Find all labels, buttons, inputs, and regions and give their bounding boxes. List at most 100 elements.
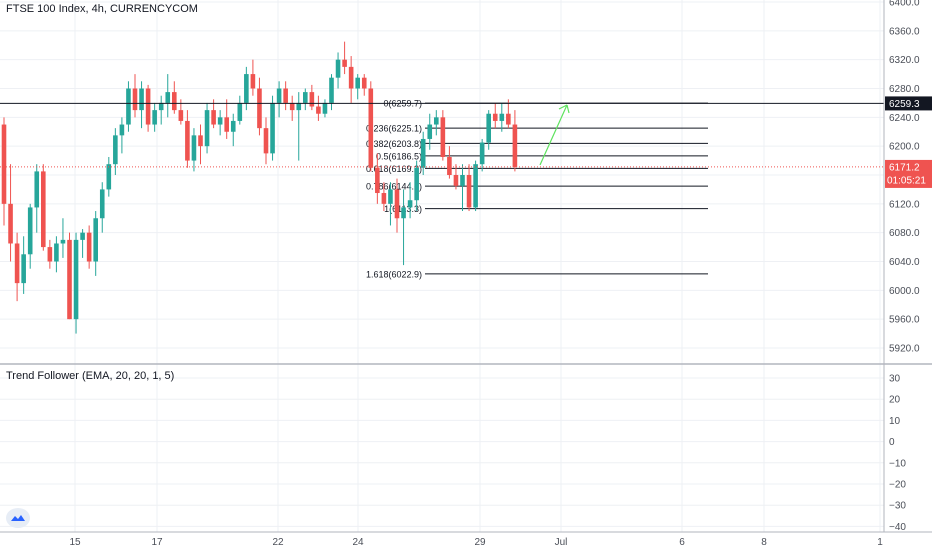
candle-body — [276, 88, 282, 103]
tradingview-logo-icon[interactable] — [6, 508, 30, 528]
candle — [506, 99, 511, 129]
indicator-tick-label: −40 — [889, 522, 906, 533]
candle — [460, 164, 465, 212]
candle-body — [512, 124, 518, 168]
candle-body — [316, 106, 321, 114]
candle — [172, 81, 177, 114]
candle — [198, 124, 203, 165]
candle — [270, 95, 275, 161]
candle — [316, 95, 321, 121]
candle — [257, 77, 262, 136]
candle-body — [453, 175, 459, 186]
chart-title[interactable]: FTSE 100 Index, 4h, CURRENCYCOM — [6, 3, 198, 15]
candle — [237, 95, 243, 125]
candle — [158, 95, 164, 125]
candle-body — [21, 254, 26, 284]
price-tick-label: 6280.0 — [889, 84, 920, 95]
candle-body — [67, 239, 72, 320]
candle — [375, 153, 380, 204]
indicator-tick-label: −10 — [889, 458, 906, 469]
candle — [499, 102, 505, 132]
candle — [67, 232, 72, 320]
candle-body — [434, 117, 439, 125]
candle — [99, 182, 105, 233]
candle-body — [132, 88, 138, 111]
price-tick-label: 6320.0 — [889, 55, 920, 66]
candle-body — [244, 74, 249, 103]
candle — [93, 211, 98, 276]
candle — [152, 102, 157, 132]
candle-body — [230, 120, 236, 132]
candle-body — [486, 113, 491, 143]
candle — [329, 74, 334, 111]
price-tick-label: 6200.0 — [889, 142, 920, 153]
candle — [14, 232, 20, 302]
candle-body — [506, 113, 511, 125]
time-tick-label: 1 — [877, 537, 883, 548]
candle-body — [185, 120, 190, 161]
candle-body — [257, 88, 262, 129]
indicator-tick-label: 30 — [889, 374, 901, 385]
time-axis[interactable]: 15 17 22 24 29 Jul 6 8 1 — [69, 537, 883, 548]
candle-body — [41, 171, 46, 248]
candle-body — [348, 66, 354, 89]
candle-body — [329, 77, 334, 103]
time-tick-label: 17 — [151, 537, 163, 548]
candle — [466, 164, 472, 212]
candle-body — [388, 189, 393, 204]
candle — [420, 131, 426, 175]
time-tick-label: Jul — [555, 537, 568, 548]
candle — [244, 66, 249, 111]
indicator-tick-label: 10 — [889, 416, 901, 427]
candle-body — [1, 124, 7, 204]
candle-body — [296, 102, 302, 111]
candle — [289, 95, 295, 121]
candle-body — [8, 203, 13, 244]
candle — [414, 160, 419, 212]
candle — [41, 164, 46, 251]
price-tick-label: 6120.0 — [889, 199, 920, 210]
candle — [427, 113, 433, 150]
candle — [73, 232, 79, 334]
candle-body — [80, 232, 85, 240]
candle-body — [250, 74, 256, 89]
candle-body — [414, 167, 419, 201]
price-axis[interactable]: 6400.06360.06320.06280.06240.06200.06160… — [889, 0, 920, 355]
candle — [447, 146, 452, 179]
candle — [479, 138, 485, 172]
candle-body — [322, 102, 328, 114]
candle-body — [217, 117, 223, 125]
candle — [224, 99, 229, 139]
candle — [86, 225, 92, 269]
time-tick-label: 6 — [679, 537, 685, 548]
candle — [211, 99, 216, 129]
trend-arrow[interactable] — [539, 104, 570, 166]
fib-level-label: 1.618(6022.9) — [366, 269, 422, 279]
candle — [473, 160, 478, 212]
candle-body — [47, 247, 53, 262]
candle — [230, 113, 236, 147]
candle-body — [165, 92, 171, 103]
candle — [309, 84, 315, 111]
fib-level-label: 0.786(6144.6) — [366, 182, 422, 192]
candle-body — [401, 207, 406, 219]
indicator-axis[interactable]: 30 20 10 0 −10 −20 −30 −40 — [889, 374, 906, 533]
candle — [113, 128, 118, 175]
candle-body — [407, 200, 413, 208]
candle — [486, 110, 491, 150]
candle — [342, 41, 347, 75]
candle-body — [14, 243, 20, 284]
candle — [263, 117, 269, 165]
indicator-title[interactable]: Trend Follower (EMA, 20, 20, 1, 5) — [6, 370, 175, 382]
candle-body — [447, 156, 452, 175]
candle — [185, 110, 190, 168]
candle-body — [191, 135, 197, 161]
candle — [132, 74, 138, 118]
candle-body — [303, 92, 308, 103]
candle-body — [289, 102, 295, 111]
candle — [407, 182, 413, 219]
candle-body — [381, 193, 387, 204]
candle-body — [211, 110, 216, 125]
candle — [303, 88, 308, 111]
